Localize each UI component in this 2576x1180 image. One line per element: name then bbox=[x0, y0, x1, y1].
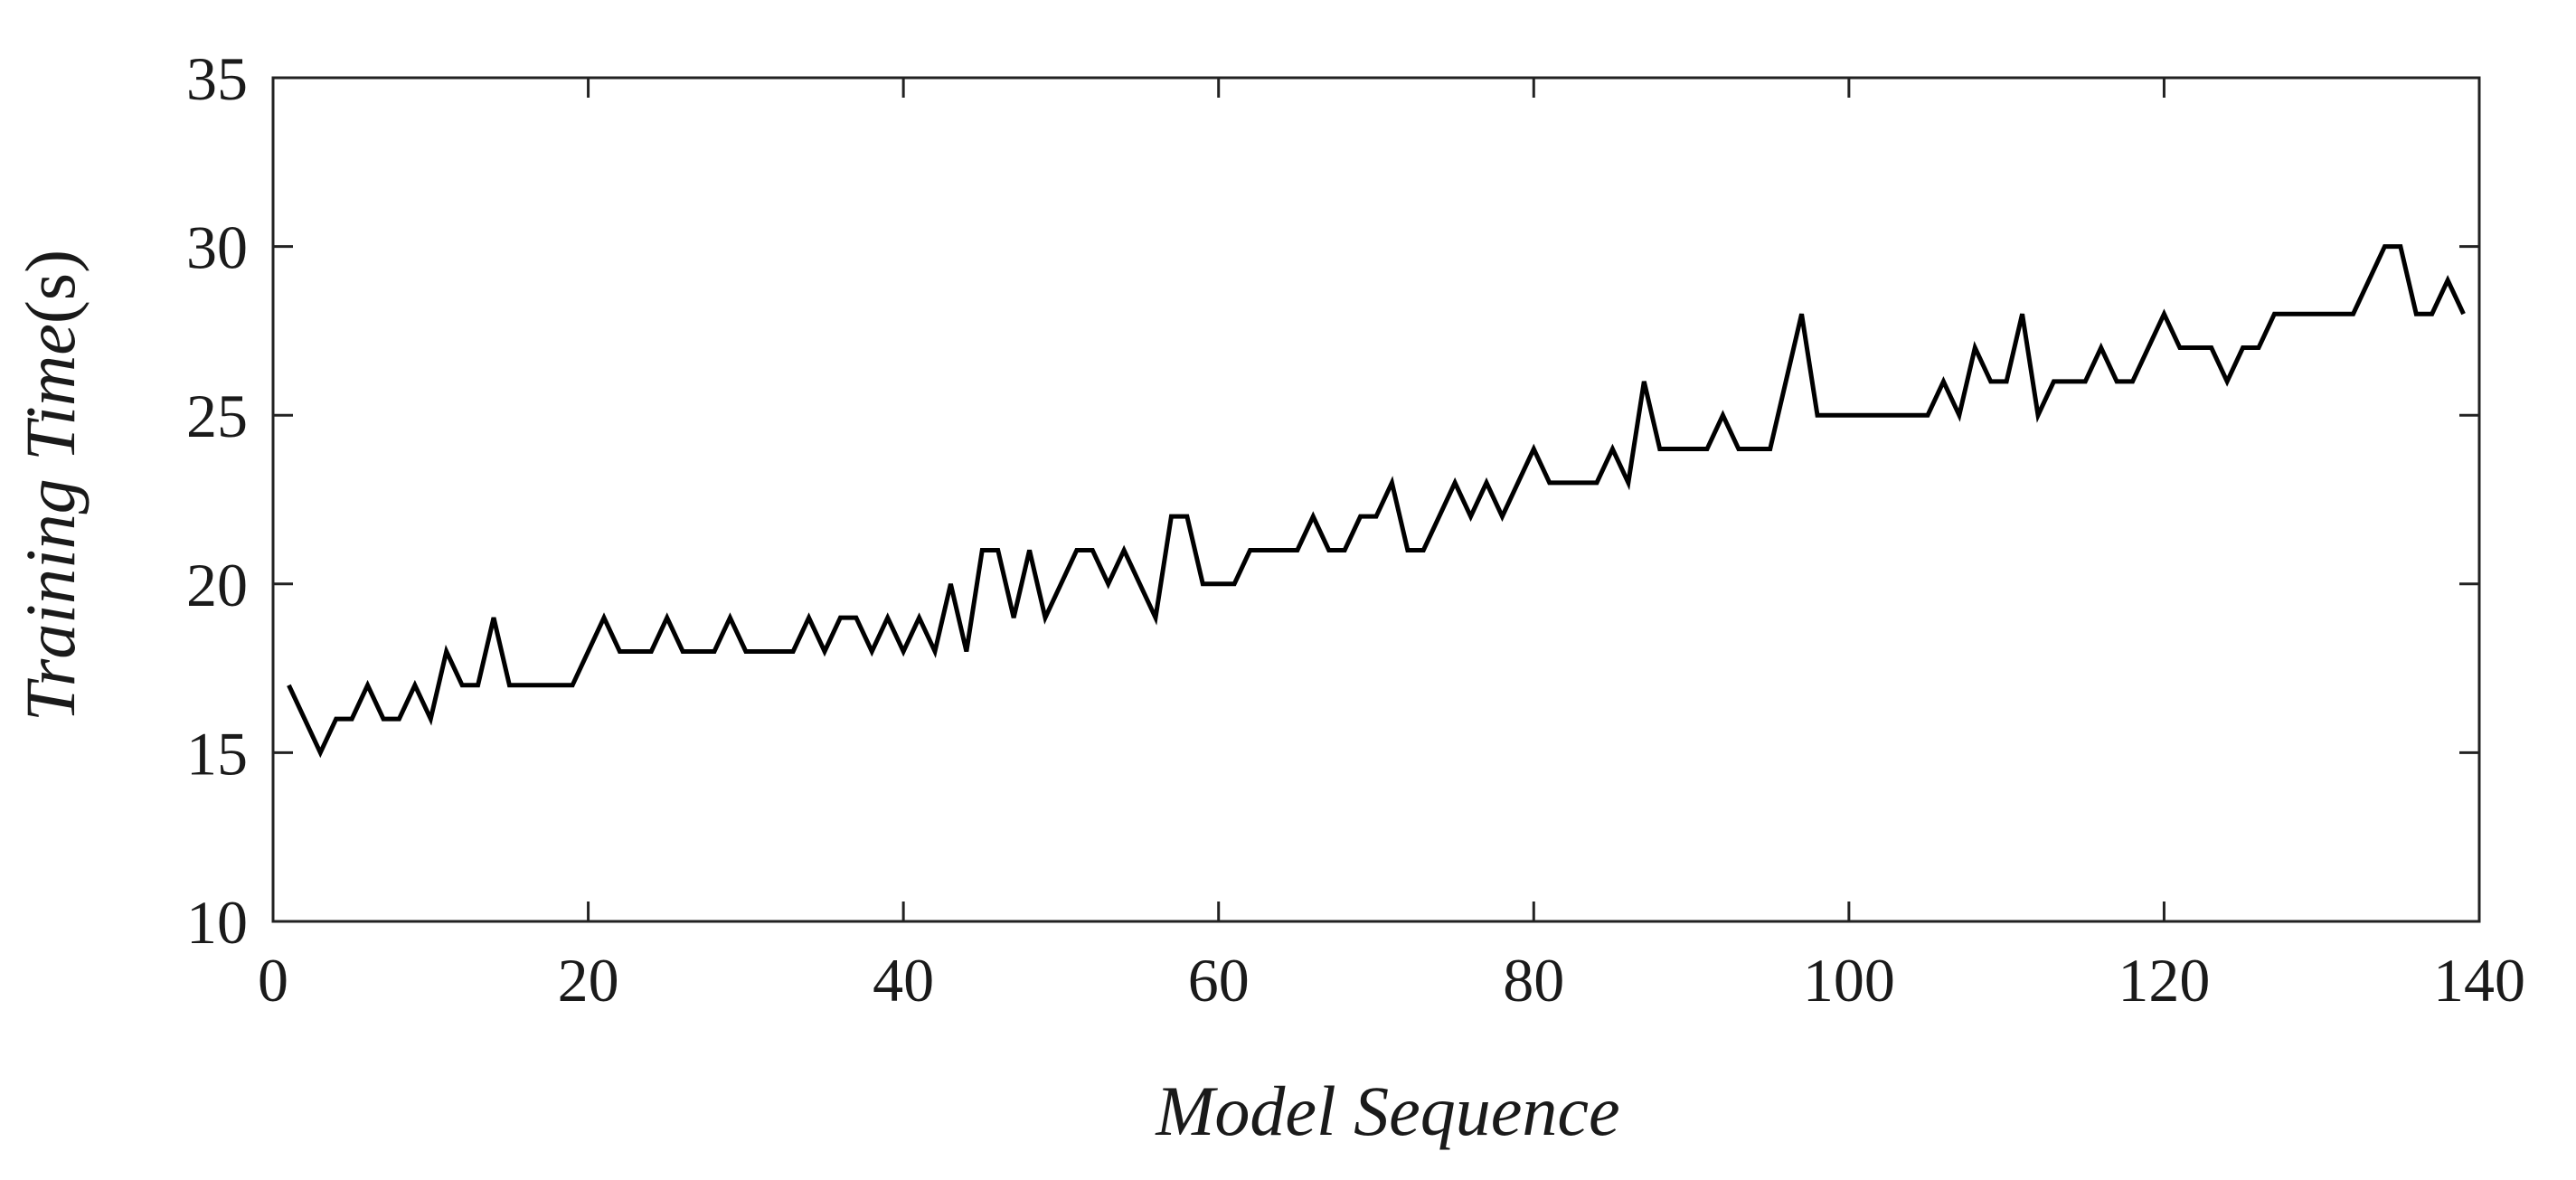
x-tick-label: 0 bbox=[258, 946, 288, 1015]
x-axis-title: Model Sequence bbox=[1155, 1071, 1619, 1150]
y-tick-label: 20 bbox=[186, 551, 248, 619]
y-tick-label: 35 bbox=[186, 44, 248, 113]
x-tick-label: 140 bbox=[2433, 946, 2525, 1015]
y-tick-label: 30 bbox=[186, 213, 248, 282]
x-tick-label: 80 bbox=[1503, 946, 1564, 1015]
x-tick-label: 60 bbox=[1188, 946, 1250, 1015]
y-axis-title-main: Training Time bbox=[11, 324, 90, 722]
y-tick-label: 25 bbox=[186, 382, 248, 450]
axis-ticks: 0 20 40 60 80 100 120 140 10 15 20 25 30 35 bbox=[186, 44, 2525, 1015]
series-line bbox=[287, 244, 2466, 759]
x-tick-label: 120 bbox=[2118, 946, 2210, 1015]
y-axis-title: Training Time(s) bbox=[11, 250, 90, 722]
y-tick-label: 15 bbox=[186, 719, 248, 788]
axes-box bbox=[271, 76, 2481, 923]
x-tick-label: 20 bbox=[558, 946, 619, 1015]
y-tick-label: 10 bbox=[186, 888, 248, 957]
x-tick-label: 100 bbox=[1803, 946, 1895, 1015]
plot-area bbox=[271, 76, 2481, 923]
x-tick-label: 40 bbox=[873, 946, 934, 1015]
y-axis-title-unit: (s) bbox=[11, 250, 90, 324]
